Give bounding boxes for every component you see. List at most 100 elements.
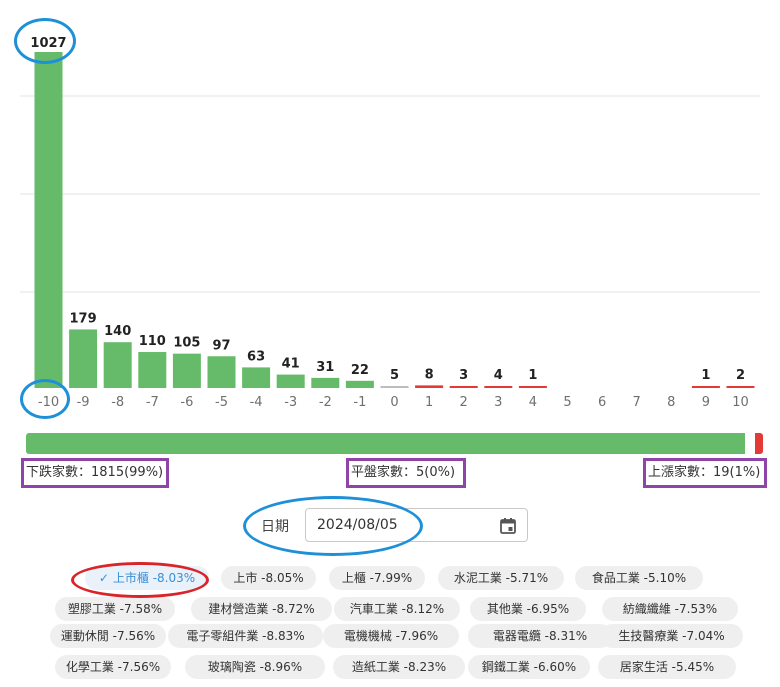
filter-chip[interactable]: 電器電纜 -8.31%	[468, 624, 612, 648]
value-label--1: 22	[351, 363, 369, 378]
date-value: 2024/08/05	[317, 517, 398, 533]
x-tick-10: 10	[732, 395, 749, 410]
filter-chip[interactable]: 食品工業 -5.10%	[575, 566, 703, 590]
up-down-ratio-bar	[26, 433, 763, 454]
filter-chip-label: 上市櫃 -8.03%	[112, 571, 196, 585]
filter-chip-label: 其他業 -6.95%	[486, 602, 570, 616]
x-tick-0: 0	[390, 395, 398, 410]
value-label--9: 179	[70, 311, 97, 326]
filter-chip[interactable]: 上櫃 -7.99%	[329, 566, 425, 590]
filter-chip-label: 水泥工業 -5.71%	[453, 571, 549, 585]
bar-0	[380, 386, 409, 388]
chip-row-2: 運動休閒 -7.56% 電子零組件業 -8.83% 電機機械 -7.96% 電器電纜 …	[0, 624, 780, 648]
filter-chip[interactable]: 電子零組件業 -8.83%	[168, 624, 323, 648]
x-tick-6: 6	[598, 395, 606, 410]
filter-chip-label: 汽車工業 -8.12%	[349, 602, 445, 616]
down-count-label: 下跌家數：1815(99%)	[26, 465, 164, 480]
date-input[interactable]: 2024/08/05	[305, 508, 528, 542]
calendar-icon[interactable]	[499, 517, 517, 539]
down-ratio-segment	[26, 433, 745, 454]
filter-chip[interactable]: 塑膠工業 -7.58%	[55, 597, 175, 621]
value-label--6: 105	[173, 336, 200, 351]
filter-chip-label: 造紙工業 -8.23%	[351, 660, 447, 674]
check-icon: ✓	[98, 571, 109, 585]
x-tick-7: 7	[633, 395, 641, 410]
x-tick-9: 9	[702, 395, 710, 410]
filter-chip-label: 電機機械 -7.96%	[343, 629, 439, 643]
bar-10	[726, 386, 755, 388]
bar--6	[172, 353, 201, 388]
filter-chip[interactable]: 電機機械 -7.96%	[323, 624, 459, 648]
bar--1	[345, 380, 374, 388]
filter-chip-label: 生技醫療業 -7.04%	[618, 629, 725, 643]
value-label-4: 1	[528, 368, 537, 383]
filter-chip-label: 建材營造業 -8.72%	[208, 602, 315, 616]
value-label--5: 97	[212, 338, 230, 353]
bar-2	[449, 386, 478, 388]
chart-bars	[34, 52, 755, 388]
filter-chip-label: 化學工業 -7.56%	[65, 660, 161, 674]
x-tick--8: -8	[111, 395, 124, 410]
value-label-0: 5	[390, 368, 399, 383]
filter-chip[interactable]: 上市 -8.05%	[221, 566, 316, 590]
filter-chip[interactable]: 其他業 -6.95%	[470, 597, 586, 621]
x-tick-4: 4	[529, 395, 537, 410]
filter-chip[interactable]: 汽車工業 -8.12%	[334, 597, 460, 621]
bar--8	[103, 342, 132, 388]
x-tick--9: -9	[77, 395, 90, 410]
filter-chip[interactable]: 造紙工業 -8.23%	[333, 655, 465, 679]
value-label-10: 2	[736, 368, 745, 383]
filter-chip-label: 電子零組件業 -8.83%	[186, 629, 305, 643]
filter-chip-label: 電器電纜 -8.31%	[492, 629, 588, 643]
x-tick-1: 1	[425, 395, 433, 410]
chart-gridlines	[20, 95, 760, 293]
x-tick-8: 8	[667, 395, 675, 410]
value-label-3: 4	[494, 368, 503, 383]
filter-chip-label: 居家生活 -5.45%	[619, 660, 715, 674]
bar--9	[69, 329, 98, 388]
filter-chip[interactable]: 建材營造業 -8.72%	[191, 597, 332, 621]
filter-chip[interactable]: 紡織纖維 -7.53%	[602, 597, 738, 621]
bar--7	[138, 352, 167, 388]
up-count-label: 上漲家數：19(1%)	[648, 465, 761, 480]
value-label--4: 63	[247, 349, 265, 364]
filter-chip[interactable]: 化學工業 -7.56%	[55, 655, 171, 679]
filter-chip[interactable]: 玻璃陶瓷 -8.96%	[185, 655, 325, 679]
bar-9	[691, 386, 720, 388]
value-label--2: 31	[316, 360, 334, 375]
chip-row-3: 化學工業 -7.56% 玻璃陶瓷 -8.96% 造紙工業 -8.23% 鋼鐵工業 -6…	[0, 655, 780, 679]
filter-chip-label: 上櫃 -7.99%	[341, 571, 413, 585]
value-label--8: 140	[104, 324, 131, 339]
filter-chip[interactable]: 水泥工業 -5.71%	[438, 566, 564, 590]
x-tick-5: 5	[563, 395, 571, 410]
x-tick--2: -2	[319, 395, 332, 410]
filter-chip-label: 食品工業 -5.10%	[591, 571, 687, 585]
x-tick--3: -3	[284, 395, 297, 410]
filter-chip[interactable]: ✓ 上市櫃 -8.03%	[85, 566, 209, 590]
filter-chip[interactable]: 居家生活 -5.45%	[598, 655, 736, 679]
bar--5	[207, 356, 236, 388]
filter-chip[interactable]: 運動休閒 -7.56%	[50, 624, 166, 648]
bar-1	[415, 385, 444, 388]
filter-chip[interactable]: 生技醫療業 -7.04%	[600, 624, 743, 648]
filter-chip-label: 玻璃陶瓷 -8.96%	[207, 660, 303, 674]
filter-chip-label: 運動休閒 -7.56%	[60, 629, 156, 643]
value-label--10: 1027	[30, 36, 66, 51]
chart-x-ticks: -10 -9 -8 -7 -6 -5 -4 -3 -2 -1 0 1 2 3 4 5 6 7 8 9 10	[38, 395, 749, 410]
x-tick--1: -1	[353, 395, 366, 410]
value-label--7: 110	[139, 334, 166, 349]
value-label--3: 41	[282, 357, 300, 372]
bar--4	[242, 367, 271, 388]
filter-chip[interactable]: 鋼鐵工業 -6.60%	[468, 655, 590, 679]
bar--3	[276, 374, 305, 388]
x-tick--5: -5	[215, 395, 228, 410]
flat-count-label: 平盤家數：5(0%)	[351, 465, 456, 480]
x-tick--4: -4	[250, 395, 263, 410]
x-tick--10: -10	[38, 395, 59, 410]
x-tick--6: -6	[180, 395, 193, 410]
x-tick--7: -7	[146, 395, 159, 410]
filter-chip-label: 塑膠工業 -7.58%	[67, 602, 163, 616]
filter-chip-label: 上市 -8.05%	[233, 571, 304, 585]
